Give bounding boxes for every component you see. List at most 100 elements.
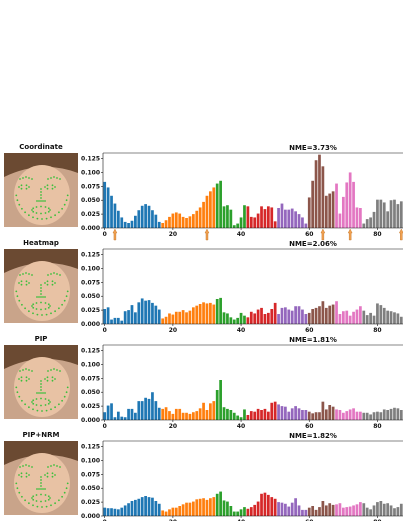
bar xyxy=(253,411,257,420)
bar xyxy=(161,223,165,228)
bar xyxy=(304,314,308,324)
hair-shape xyxy=(4,249,78,273)
bar xyxy=(393,407,396,420)
landmark-point xyxy=(40,194,42,196)
bar xyxy=(256,501,260,516)
landmark-point xyxy=(32,408,34,411)
bar xyxy=(157,503,161,516)
landmark-point xyxy=(19,274,21,276)
bar xyxy=(341,196,345,228)
bar xyxy=(147,497,151,516)
bar xyxy=(359,208,362,228)
landmark-point xyxy=(44,296,46,298)
highlight-arrow xyxy=(398,228,403,241)
bar xyxy=(120,416,124,420)
bar xyxy=(103,181,107,228)
bar xyxy=(290,408,294,420)
bar xyxy=(147,205,151,228)
bar xyxy=(341,507,345,516)
bar xyxy=(341,311,345,324)
x-tick-label: 0 xyxy=(103,231,107,238)
landmark-point xyxy=(51,187,54,190)
bar xyxy=(369,414,372,420)
bar xyxy=(301,410,304,420)
landmark-point xyxy=(40,397,42,400)
landmark-point xyxy=(44,474,46,476)
bar xyxy=(307,312,311,324)
bar xyxy=(123,221,127,228)
landmark-point xyxy=(40,493,42,496)
landmark-point xyxy=(31,497,33,499)
bar xyxy=(198,408,202,420)
bar xyxy=(239,417,243,420)
bar xyxy=(140,497,144,516)
landmark-point xyxy=(18,378,20,380)
landmark-point xyxy=(21,399,23,402)
landmark-point xyxy=(32,495,35,498)
x-tick-label: 40 xyxy=(237,231,245,238)
x-tick-label: 80 xyxy=(373,327,381,334)
landmark-point xyxy=(38,200,40,202)
bar xyxy=(110,319,113,324)
bar xyxy=(188,413,192,420)
landmark-point xyxy=(44,392,46,394)
landmark-point xyxy=(40,479,42,481)
landmark-point xyxy=(28,406,30,409)
bar xyxy=(372,505,376,516)
bar xyxy=(164,220,168,228)
bar xyxy=(174,507,178,516)
landmark-point xyxy=(61,399,63,402)
landmark-point xyxy=(40,485,42,487)
y-tick-label: 0.050 xyxy=(81,293,100,300)
bar xyxy=(396,408,400,420)
bar xyxy=(376,411,379,420)
landmark-point xyxy=(50,465,52,467)
x-tick-label: 40 xyxy=(237,423,245,430)
bar xyxy=(321,166,325,228)
bar xyxy=(396,507,400,516)
face-shape xyxy=(14,261,70,321)
bar xyxy=(294,306,297,324)
bar xyxy=(144,397,147,420)
bar xyxy=(198,498,202,516)
bar xyxy=(379,199,383,228)
bar xyxy=(137,498,141,516)
bar xyxy=(311,180,315,228)
landmark-point xyxy=(44,308,47,310)
bar xyxy=(359,502,362,516)
y-tick-label: 0.075 xyxy=(81,279,100,286)
landmark-point xyxy=(46,379,49,382)
bar xyxy=(191,307,195,324)
landmark-point xyxy=(20,280,23,283)
bar xyxy=(249,311,253,324)
bar xyxy=(290,502,294,516)
bar xyxy=(134,412,137,420)
bar xyxy=(273,498,277,516)
landmark-point xyxy=(40,386,42,388)
bar xyxy=(188,216,192,228)
bar xyxy=(161,408,165,420)
bar xyxy=(314,412,318,420)
bar xyxy=(226,501,229,516)
bar xyxy=(185,312,188,324)
bar xyxy=(181,310,185,324)
bar xyxy=(256,309,260,324)
landmark-point xyxy=(51,379,54,382)
bar xyxy=(399,410,403,420)
bar xyxy=(386,310,390,324)
bar xyxy=(246,317,250,324)
chart-title: NME=2.06% xyxy=(289,240,337,248)
bar xyxy=(362,310,366,324)
landmark-point xyxy=(65,199,68,202)
chart-title: NME=1.81% xyxy=(289,336,337,344)
landmark-point xyxy=(32,210,35,213)
landmark-point xyxy=(25,464,27,466)
landmark-point xyxy=(35,500,38,502)
landmark-point xyxy=(32,303,35,306)
bar xyxy=(386,503,390,516)
bar xyxy=(168,313,171,324)
landmark-point xyxy=(44,398,47,400)
bar xyxy=(277,314,280,324)
chart-title: NME=1.82% xyxy=(289,432,337,440)
landmark-point xyxy=(40,389,42,391)
